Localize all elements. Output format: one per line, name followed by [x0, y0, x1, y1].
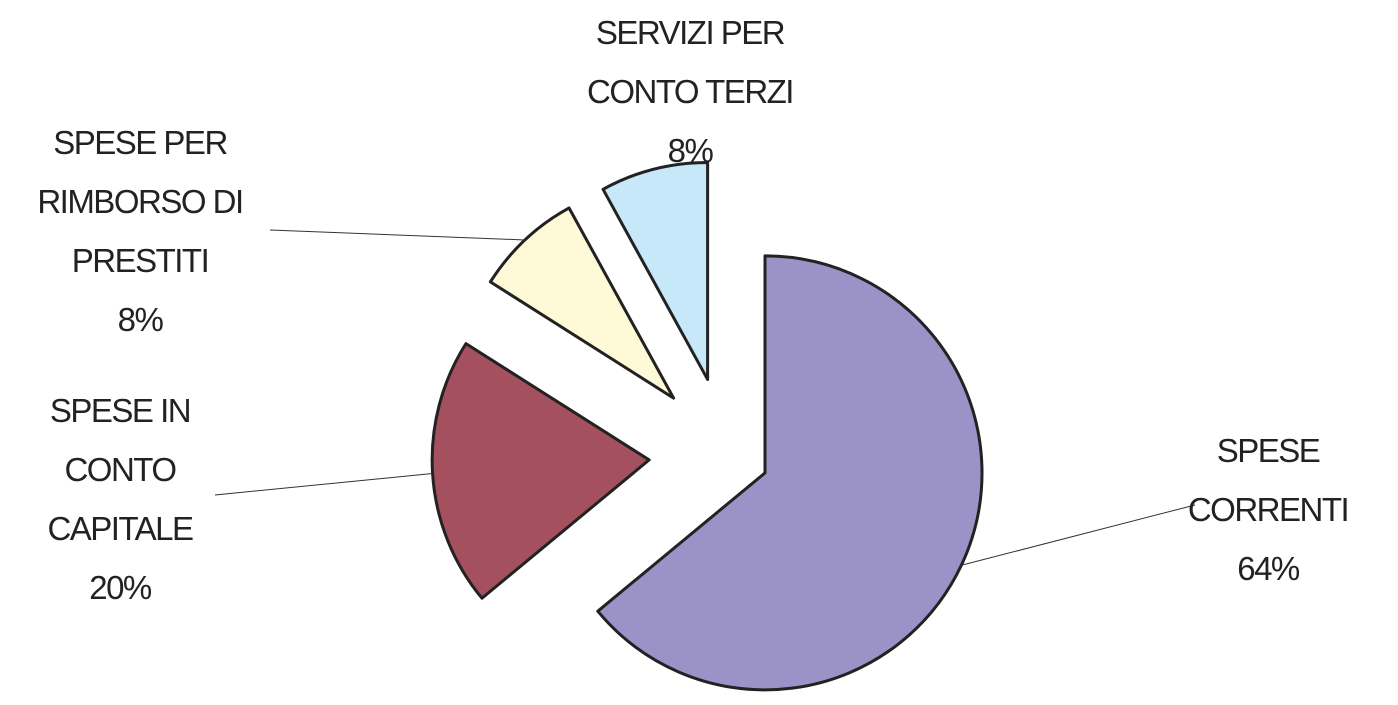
slice-label: SPESE PER RIMBORSO DI PRESTITI: [37, 124, 242, 279]
slice-label-line: CORRENTI: [1188, 491, 1348, 528]
slice-label-line: CAPITALE: [47, 510, 193, 547]
slice-label-line: SPESE PER: [53, 124, 227, 161]
leader-line: [961, 504, 1196, 566]
slice-value-label: 8%: [118, 301, 164, 338]
slice-label-line: RIMBORSO DI: [37, 183, 242, 220]
pie-slice: [430, 342, 651, 600]
pie-slice: [596, 254, 984, 692]
slice-label-line: SPESE: [1217, 432, 1320, 469]
slice-label-line: CONTO TERZI: [587, 73, 793, 110]
pie-slice: [488, 206, 676, 400]
slice-label: SERVIZI PER CONTO TERZI: [587, 14, 793, 110]
slice-label-line: SPESE IN: [50, 392, 190, 429]
slice-value-label: 20%: [89, 569, 152, 606]
slice-label: SPESE CORRENTI: [1188, 432, 1348, 528]
slice-label-line: CONTO: [64, 451, 176, 488]
slice-label: SPESE IN CONTO CAPITALE: [47, 392, 193, 547]
slice-value-label: 64%: [1237, 550, 1300, 587]
slice-label-line: PRESTITI: [72, 242, 209, 279]
slice-label-line: SERVIZI PER: [596, 14, 785, 51]
slice-value-label: 8%: [668, 132, 714, 169]
leader-line: [214, 473, 433, 496]
leader-line: [269, 229, 526, 241]
pie-slice: [601, 160, 710, 381]
